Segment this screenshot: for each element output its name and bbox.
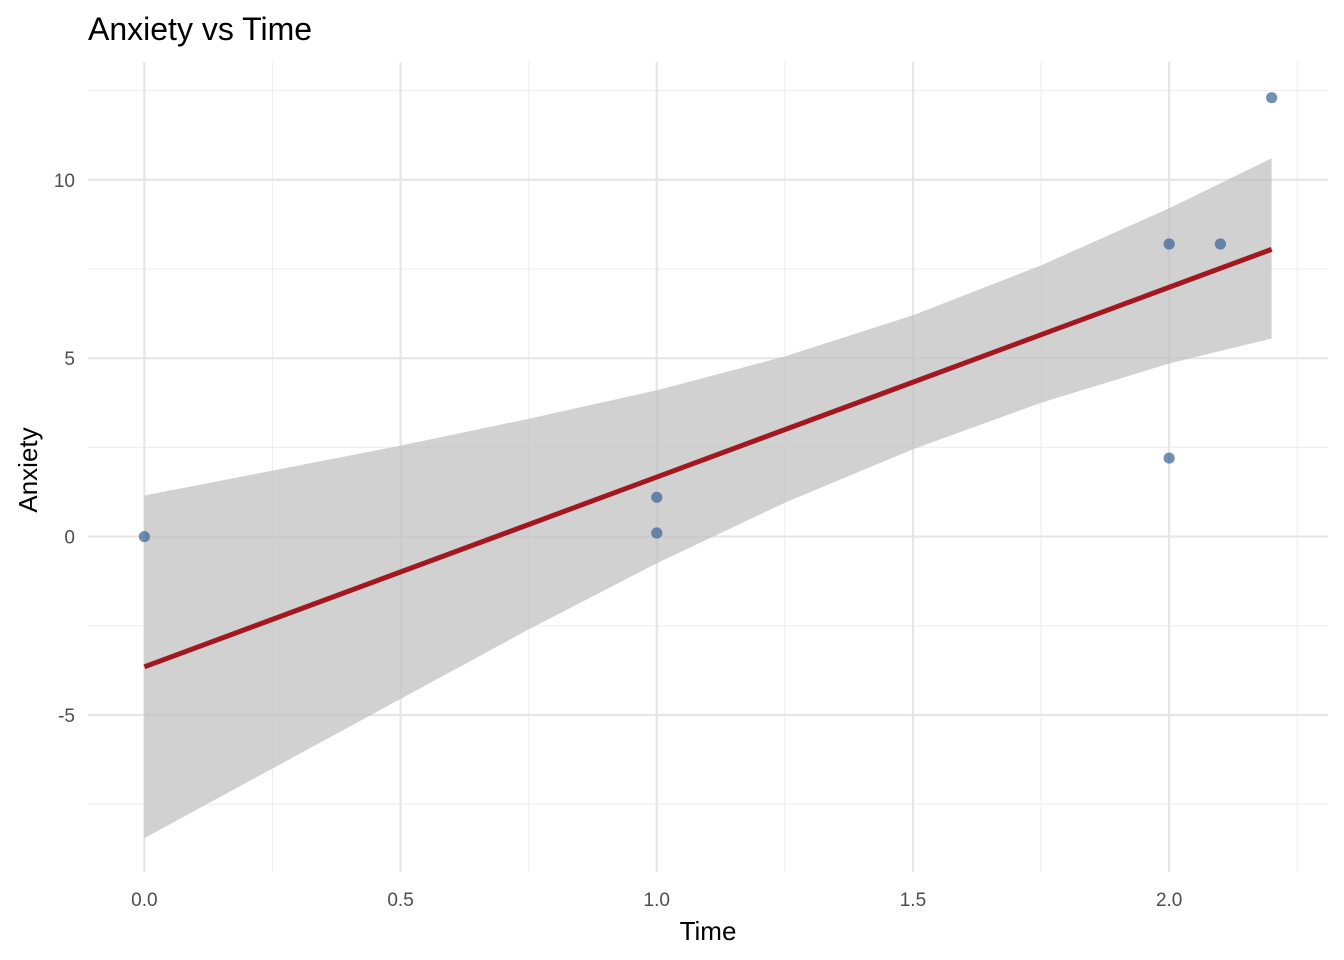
y-tick-label: -5 bbox=[58, 706, 75, 727]
y-tick-label: 0 bbox=[64, 528, 75, 549]
y-axis-title: Anxiety bbox=[13, 427, 43, 512]
fit-line bbox=[143, 246, 1273, 670]
x-tick-label: 1.5 bbox=[900, 890, 926, 911]
y-tick-label: 10 bbox=[54, 171, 75, 192]
data-point bbox=[1163, 238, 1175, 250]
x-tick-label: 0.5 bbox=[387, 890, 413, 911]
y-tick-labels: -5 0 5 10 bbox=[54, 171, 75, 727]
chart-title: Anxiety vs Time bbox=[88, 11, 312, 47]
data-points-layer bbox=[138, 92, 1278, 543]
data-point bbox=[1214, 238, 1226, 250]
x-tick-label: 1.0 bbox=[644, 890, 670, 911]
data-point bbox=[1163, 452, 1175, 464]
y-tick-label: 5 bbox=[64, 349, 75, 370]
x-tick-labels: 0.0 0.5 1.0 1.5 2.0 bbox=[131, 890, 1182, 911]
confidence-band bbox=[144, 158, 1272, 839]
data-point bbox=[651, 527, 663, 539]
data-point bbox=[138, 530, 150, 543]
x-tick-label: 2.0 bbox=[1156, 890, 1182, 911]
data-point bbox=[651, 491, 663, 503]
x-axis-title: Time bbox=[680, 916, 737, 946]
x-tick-label: 0.0 bbox=[131, 890, 157, 911]
data-point bbox=[1266, 92, 1278, 104]
fit-line-layer bbox=[143, 246, 1273, 670]
confidence-band-layer bbox=[144, 158, 1272, 839]
